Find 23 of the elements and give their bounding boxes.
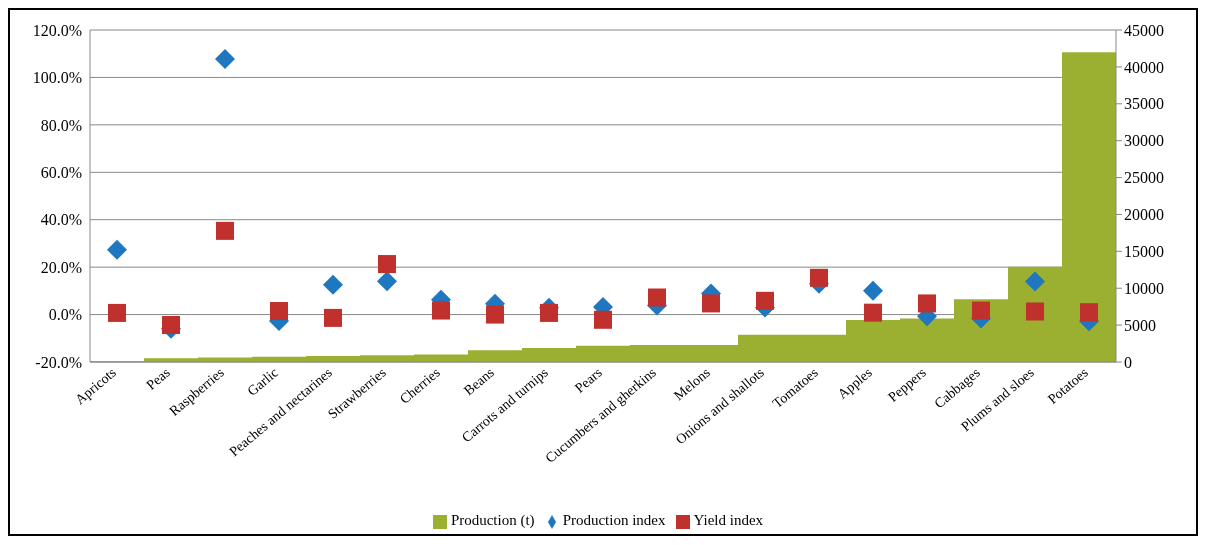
y-tick-label: 80.0% [40, 116, 82, 134]
y2-tick-label: 20000 [1124, 206, 1164, 224]
y-tick-label: 120.0% [32, 21, 82, 39]
legend-label: Production (t) [450, 512, 535, 528]
legend-label: Production index [562, 512, 666, 528]
x-tick-label: Pears [572, 364, 605, 396]
y-tick-label: 100.0% [32, 69, 82, 87]
y-tick-label: 20.0% [40, 258, 82, 276]
y2-tick-label: 25000 [1124, 169, 1164, 187]
x-tick-label: Peas [143, 364, 173, 393]
y-tick-label: 60.0% [40, 163, 82, 181]
y2-tick-label: 45000 [1124, 21, 1164, 39]
y2-tick-label: 10000 [1124, 279, 1164, 297]
y2-tick-label: 5000 [1124, 316, 1156, 334]
y2-tick-label: 40000 [1124, 58, 1164, 76]
legend-label: Yield index [693, 512, 764, 528]
y-tick-label: 40.0% [40, 211, 82, 229]
y2-tick-label: 30000 [1124, 132, 1164, 150]
y2-tick-label: 15000 [1124, 243, 1164, 261]
y2-tick-label: 0 [1124, 353, 1132, 371]
y-tick-label: 0.0% [48, 306, 82, 324]
y2-tick-label: 35000 [1124, 95, 1164, 113]
y-tick-label: -20.0% [35, 353, 82, 371]
